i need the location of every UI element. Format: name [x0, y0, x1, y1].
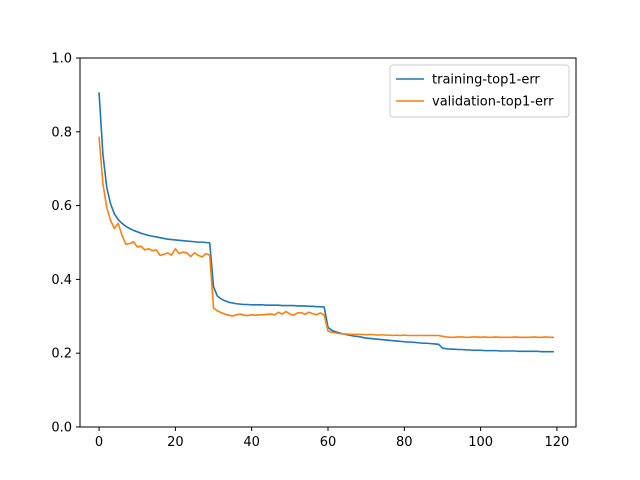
x-tick-label: 120 — [545, 435, 570, 450]
y-tick-label: 1.0 — [51, 52, 72, 67]
y-tick-label: 0.2 — [51, 347, 72, 362]
x-axis: 0 20 40 60 80 100 120 — [95, 427, 569, 450]
x-tick-label: 0 — [95, 435, 103, 450]
y-tick-label: 0.4 — [51, 273, 72, 288]
y-tick-label: 0.0 — [51, 421, 72, 436]
legend-box — [389, 64, 570, 118]
y-tick-label: 0.8 — [51, 125, 72, 140]
x-tick-label: 40 — [243, 435, 260, 450]
series-line-validation-top1-err — [98, 136, 554, 339]
y-tick-label: 0.6 — [51, 199, 72, 214]
x-tick-label: 80 — [396, 435, 413, 450]
y-axis: 0.0 0.2 0.4 0.6 0.8 1.0 — [51, 52, 80, 436]
series-line-training-top1-err — [98, 92, 554, 353]
x-tick-label: 20 — [167, 435, 184, 450]
x-tick-label: 60 — [320, 435, 337, 450]
x-tick-label: 100 — [468, 435, 493, 450]
legend-label: validation-top1-err — [432, 95, 554, 110]
legend-entries: training-top1-err validation-top1-err — [396, 73, 554, 110]
legend-label: training-top1-err — [432, 73, 540, 88]
series-layer — [98, 92, 554, 353]
legend: training-top1-err validation-top1-err — [389, 64, 570, 118]
